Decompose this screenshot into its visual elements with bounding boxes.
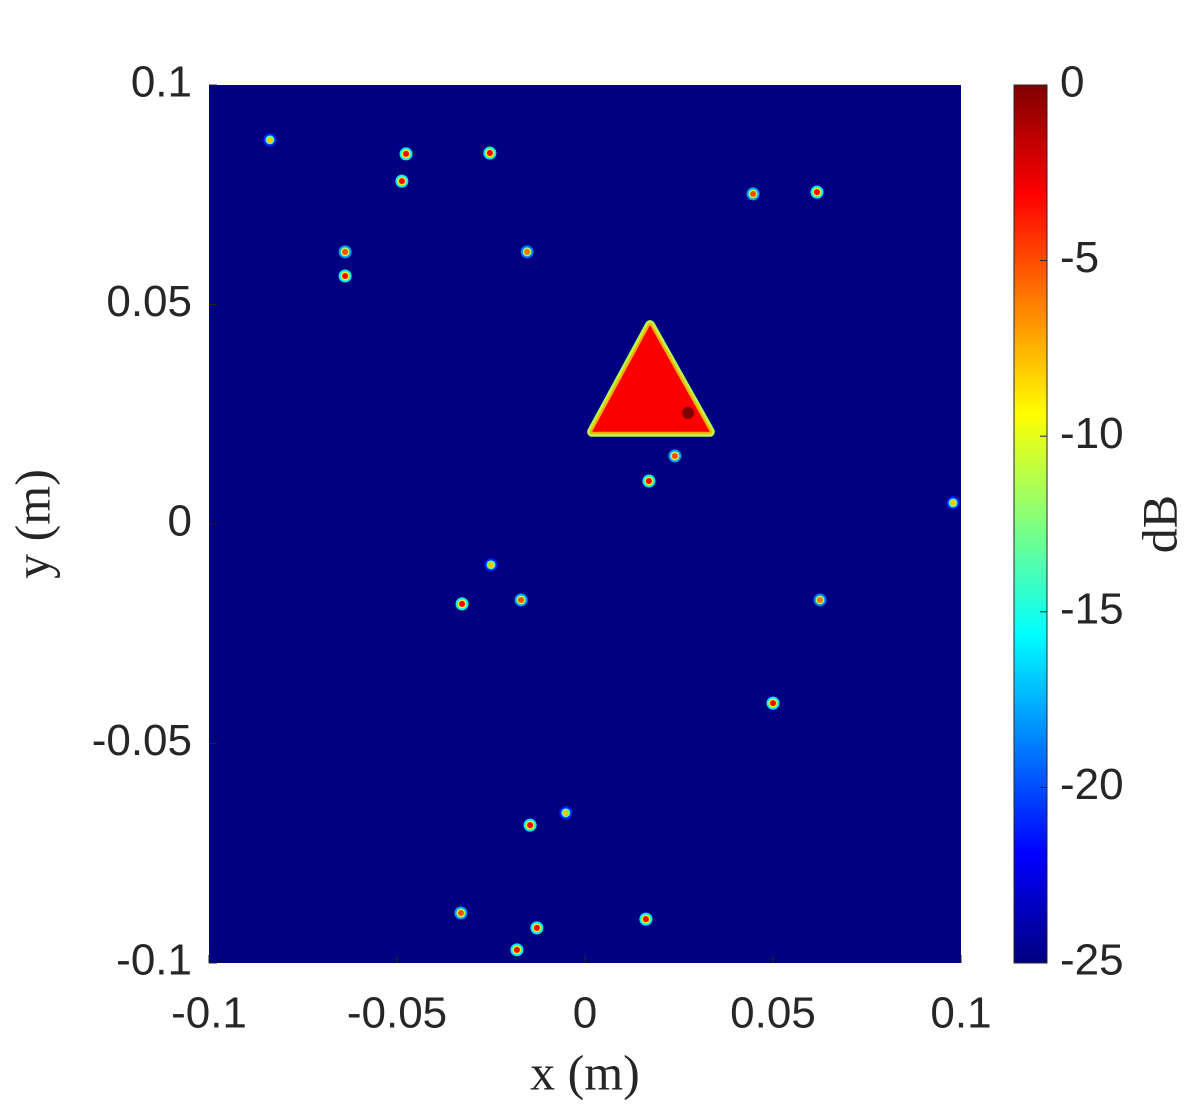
colorbar-tick-label: 0 <box>1060 58 1084 107</box>
colorbar-tick-label: -5 <box>1060 233 1099 282</box>
y-axis-label: y (m) <box>4 469 60 579</box>
x-axis-label: x (m) <box>530 1044 640 1100</box>
point <box>524 248 531 255</box>
point <box>488 561 494 568</box>
point <box>533 924 540 931</box>
heatmap-background <box>209 85 961 963</box>
x-tick-label: -0.05 <box>347 989 447 1038</box>
point <box>562 809 569 816</box>
point <box>266 136 273 143</box>
colorbar-tick-label: -15 <box>1060 584 1124 633</box>
point <box>642 916 649 923</box>
point <box>486 150 493 157</box>
colorbar-label: dB <box>1131 495 1187 553</box>
point <box>527 822 534 829</box>
x-tick-label: 0 <box>573 989 597 1038</box>
point <box>671 452 678 459</box>
point <box>950 499 957 506</box>
peak <box>682 406 695 419</box>
y-tick-label: 0 <box>168 497 192 546</box>
triangle <box>592 325 710 432</box>
point <box>813 189 820 196</box>
point <box>342 272 349 279</box>
point <box>645 477 652 484</box>
point <box>342 248 349 255</box>
point <box>817 596 823 603</box>
point <box>459 600 466 607</box>
point <box>770 700 776 707</box>
point <box>750 190 757 197</box>
y-tick-label: -0.05 <box>92 716 192 765</box>
colorbar-tick-label: -10 <box>1060 409 1124 458</box>
point <box>403 150 410 157</box>
x-tick-label: 0.05 <box>730 989 816 1038</box>
y-tick-label: 0.1 <box>131 58 192 107</box>
x-tick-label: 0.1 <box>930 989 991 1038</box>
point <box>518 596 525 603</box>
y-tick-label: 0.05 <box>106 277 192 326</box>
point <box>398 178 405 185</box>
colorbar-tick-label: -20 <box>1060 760 1124 809</box>
colorbar <box>1013 84 1048 964</box>
colorbar-tick-label: -25 <box>1060 936 1124 985</box>
x-tick-label: -0.1 <box>171 989 247 1038</box>
point <box>513 946 520 953</box>
y-tick-label: -0.1 <box>116 936 192 985</box>
point <box>457 909 464 916</box>
triangle-region <box>587 320 715 437</box>
